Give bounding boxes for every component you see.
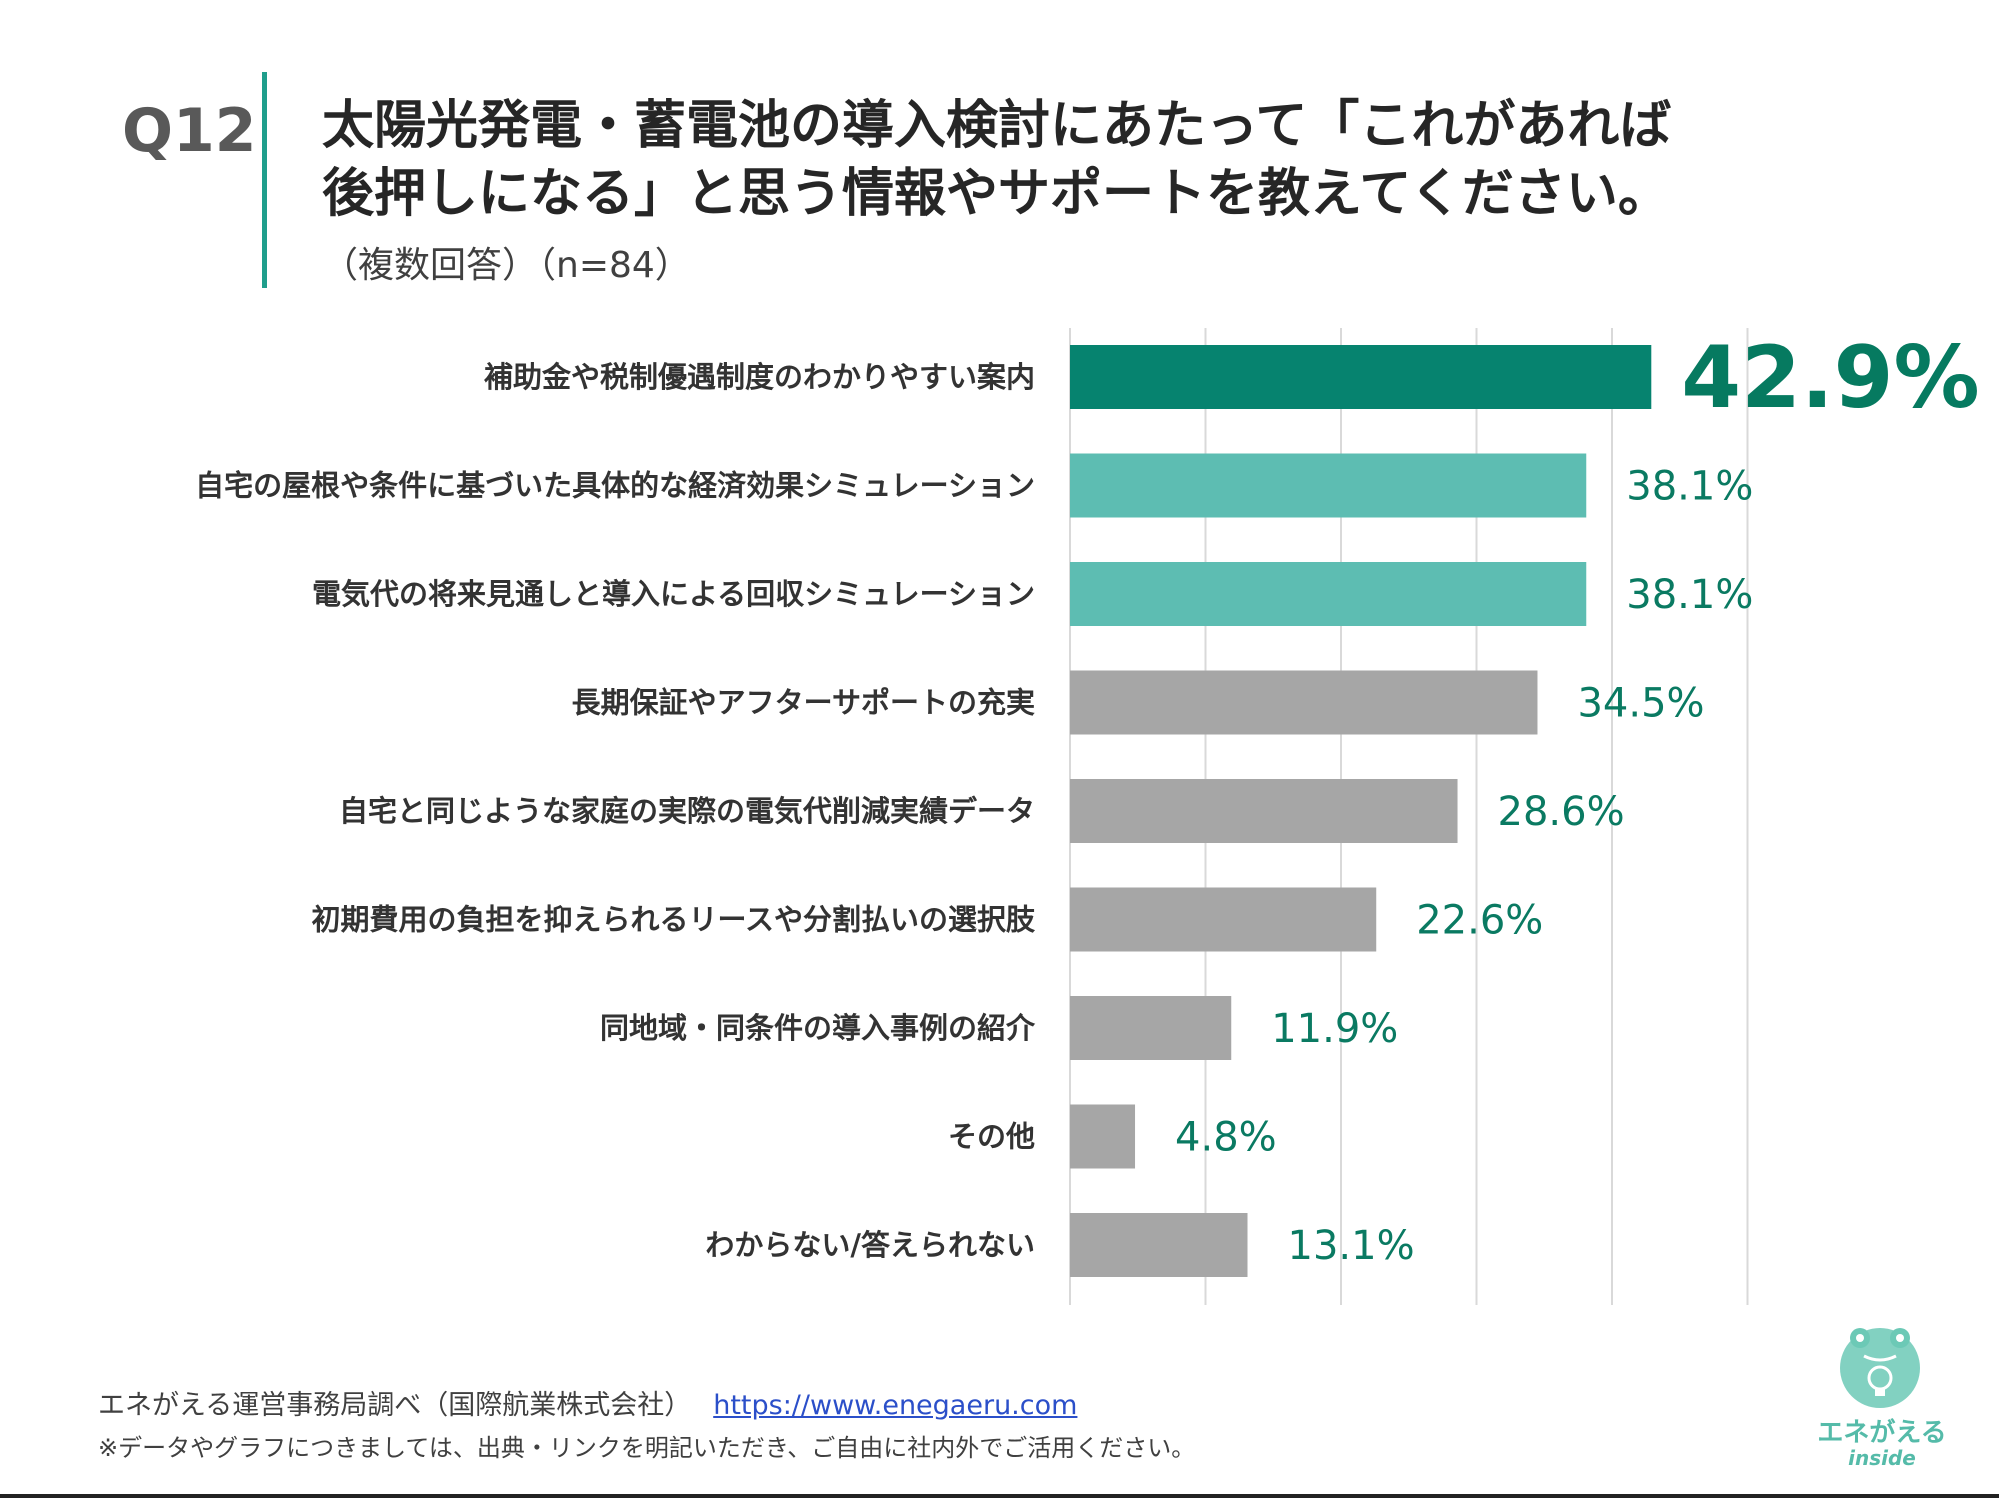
logo-name: エネがえる bbox=[1817, 1418, 1947, 1448]
value-label: 34.5% bbox=[1577, 681, 1704, 727]
page-subtitle: （複数回答）（n=84） bbox=[322, 245, 691, 286]
usage-note: ※データやグラフにつきましては、出典・リンクを明記いただき、ご自由に社内外でご活… bbox=[98, 1434, 1196, 1462]
question-number: Q12 bbox=[122, 96, 257, 166]
page-title: 太陽光発電・蓄電池の導入検討にあたって「これがあれば 後押しになる」と思う情報や… bbox=[322, 92, 1882, 228]
value-label: 13.1% bbox=[1288, 1223, 1415, 1269]
value-label: 28.6% bbox=[1498, 789, 1625, 835]
bar bbox=[1070, 779, 1458, 843]
bar-chart: 補助金や税制優遇制度のわかりやすい案内 42.9% 自宅の屋根や条件に基づいた具体的… bbox=[195, 328, 1980, 1305]
category-label: 自宅と同じような家庭の実際の電気代削減実績データ bbox=[339, 794, 1035, 828]
bar bbox=[1070, 1213, 1248, 1277]
category-label: 長期保証やアフターサポートの充実 bbox=[572, 686, 1035, 720]
category-label: 電気代の将来見通しと導入による回収シミュレーション bbox=[312, 577, 1035, 611]
value-label: 4.8% bbox=[1175, 1115, 1277, 1161]
value-label: 22.6% bbox=[1416, 898, 1543, 944]
title-line-2: 後押しになる」と思う情報やサポートを教えてください。 bbox=[322, 164, 1670, 224]
category-label: 初期費用の負担を抑えられるリースや分割払いの選択肢 bbox=[311, 903, 1036, 937]
bar bbox=[1070, 996, 1232, 1060]
bar bbox=[1070, 887, 1377, 952]
bar bbox=[1070, 453, 1587, 518]
bar bbox=[1070, 670, 1538, 735]
category-label: わからない/答えられない bbox=[705, 1228, 1035, 1262]
category-label: 自宅の屋根や条件に基づいた具体的な経済効果シミュレーション bbox=[195, 469, 1035, 503]
bottom-rule bbox=[0, 1494, 1999, 1498]
value-label: 11.9% bbox=[1271, 1006, 1398, 1052]
value-label: 38.1% bbox=[1626, 572, 1753, 618]
title-line-1: 太陽光発電・蓄電池の導入検討にあたって「これがあれば bbox=[322, 96, 1672, 156]
category-label: 同地域・同条件の導入事例の紹介 bbox=[600, 1011, 1036, 1045]
source-link[interactable]: https://www.enegaeru.com bbox=[713, 1390, 1078, 1421]
source-line: エネがえる運営事務局調べ（国際航業株式会社） https://www.enegae… bbox=[98, 1383, 1077, 1422]
value-label: 42.9% bbox=[1681, 328, 1979, 428]
bar-layer bbox=[1070, 345, 1652, 1277]
title-accent-line bbox=[262, 72, 267, 288]
frog-lightbulb-icon bbox=[1840, 1328, 1920, 1408]
logo-sub: inside bbox=[1848, 1446, 1916, 1470]
source-text: エネがえる運営事務局調べ（国際航業株式会社） bbox=[98, 1390, 692, 1421]
value-label: 38.1% bbox=[1626, 464, 1753, 510]
label-layer: 補助金や税制優遇制度のわかりやすい案内 42.9% 自宅の屋根や条件に基づいた具体的… bbox=[195, 328, 1979, 1269]
bar bbox=[1070, 345, 1652, 409]
bar bbox=[1070, 562, 1587, 626]
category-label: 補助金や税制優遇制度のわかりやすい案内 bbox=[483, 360, 1035, 394]
category-label: その他 bbox=[948, 1120, 1035, 1154]
bar bbox=[1070, 1104, 1136, 1169]
